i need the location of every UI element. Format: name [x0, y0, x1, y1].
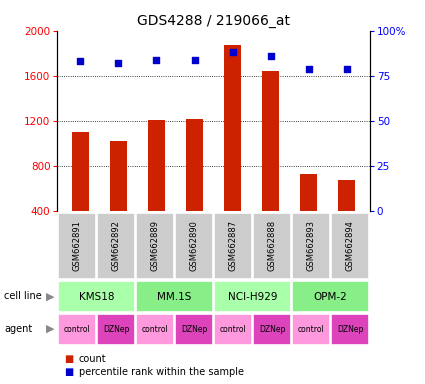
Bar: [332, 213, 369, 279]
Text: DZNep: DZNep: [337, 325, 363, 334]
Text: agent: agent: [4, 324, 32, 334]
Point: [267, 53, 274, 59]
Text: ▶: ▶: [46, 324, 54, 334]
Text: KMS18: KMS18: [79, 291, 114, 302]
Text: ■: ■: [64, 354, 73, 364]
Text: GSM662891: GSM662891: [72, 220, 82, 271]
Point: [153, 56, 160, 63]
Bar: [72, 132, 89, 211]
Bar: [292, 314, 330, 345]
Text: OPM-2: OPM-2: [314, 291, 348, 302]
Bar: [292, 213, 330, 279]
Bar: [58, 213, 96, 279]
Bar: [175, 314, 213, 345]
Text: GSM662892: GSM662892: [111, 220, 120, 271]
Bar: [214, 281, 291, 312]
Bar: [331, 314, 369, 345]
Point: [191, 56, 198, 63]
Point: [115, 60, 122, 66]
Text: control: control: [220, 325, 246, 334]
Bar: [97, 314, 135, 345]
Text: MM.1S: MM.1S: [157, 291, 192, 302]
Point: [343, 66, 350, 72]
Bar: [136, 314, 174, 345]
Bar: [292, 281, 369, 312]
Bar: [253, 314, 291, 345]
Title: GDS4288 / 219066_at: GDS4288 / 219066_at: [137, 14, 290, 28]
Text: control: control: [63, 325, 90, 334]
Text: control: control: [142, 325, 168, 334]
Bar: [136, 281, 213, 312]
Point: [306, 66, 312, 72]
Point: [229, 49, 236, 55]
Bar: [148, 121, 165, 211]
Text: count: count: [79, 354, 106, 364]
Bar: [214, 314, 252, 345]
Bar: [214, 213, 252, 279]
Text: GSM662890: GSM662890: [190, 220, 198, 271]
Text: ▶: ▶: [46, 291, 54, 301]
Text: DZNep: DZNep: [181, 325, 207, 334]
Bar: [300, 174, 317, 211]
Text: DZNep: DZNep: [103, 325, 129, 334]
Point: [77, 58, 84, 65]
Text: NCI-H929: NCI-H929: [228, 291, 278, 302]
Text: control: control: [298, 325, 325, 334]
Text: ■: ■: [64, 367, 73, 377]
Text: GSM662887: GSM662887: [229, 220, 238, 271]
Text: percentile rank within the sample: percentile rank within the sample: [79, 367, 244, 377]
Bar: [97, 213, 135, 279]
Bar: [338, 180, 355, 211]
Bar: [224, 45, 241, 211]
Text: GSM662888: GSM662888: [268, 220, 277, 271]
Bar: [175, 213, 213, 279]
Text: GSM662889: GSM662889: [150, 220, 159, 271]
Bar: [262, 71, 279, 211]
Bar: [58, 314, 96, 345]
Text: cell line: cell line: [4, 291, 42, 301]
Text: GSM662894: GSM662894: [346, 220, 355, 271]
Bar: [186, 119, 203, 211]
Text: GSM662893: GSM662893: [307, 220, 316, 271]
Bar: [253, 213, 291, 279]
Text: DZNep: DZNep: [259, 325, 285, 334]
Bar: [58, 281, 135, 312]
Bar: [110, 141, 127, 211]
Bar: [136, 213, 174, 279]
